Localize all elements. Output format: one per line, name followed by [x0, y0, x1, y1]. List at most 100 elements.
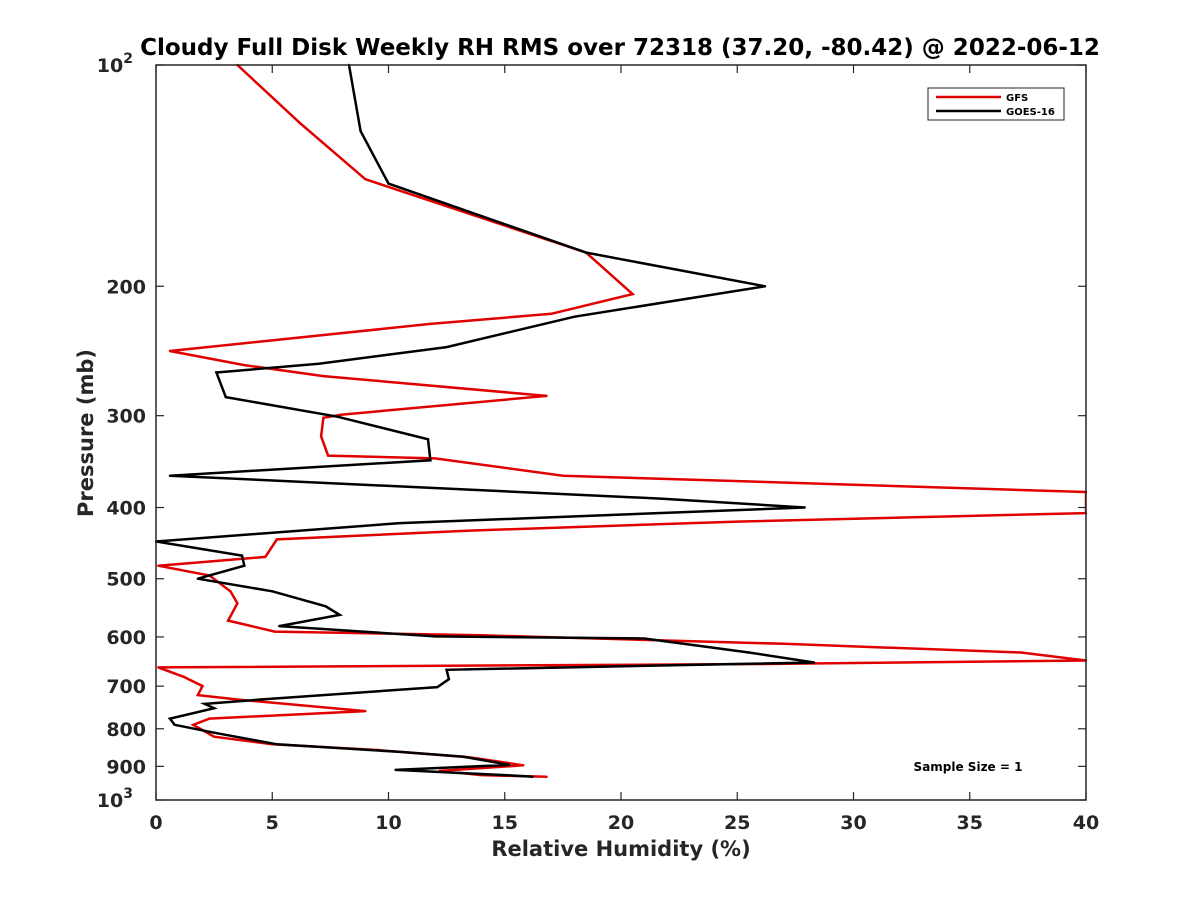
data-point-goes-16-5	[573, 315, 576, 318]
data-point-goes-16-3	[584, 251, 588, 254]
data-point-gfs-15	[433, 457, 437, 460]
data-point-gfs-12	[322, 416, 325, 419]
x-tick-label: 15	[492, 812, 518, 834]
data-point-goes-16-15	[803, 506, 806, 509]
data-point-goes-16-38	[275, 743, 279, 746]
chart-title: Cloudy Full Disk Weekly RH RMS over 7231…	[140, 35, 1100, 61]
data-point-gfs-36	[201, 684, 204, 688]
data-point-goes-16-35	[168, 717, 172, 720]
data-point-goes-16-22	[324, 605, 327, 608]
data-point-gfs-10	[545, 394, 548, 398]
data-point-goes-16-14	[659, 497, 662, 500]
data-point-gfs-13	[319, 435, 323, 438]
data-point-gfs-21	[275, 538, 279, 541]
data-point-gfs-22	[264, 555, 267, 559]
data-point-gfs-37	[196, 693, 199, 697]
y-axis-label: Pressure (mb)	[74, 349, 98, 517]
data-point-goes-16-2	[387, 182, 390, 185]
data-point-goes-16-42	[394, 768, 397, 772]
data-point-gfs-7	[168, 349, 172, 353]
data-point-gfs-9	[322, 374, 325, 378]
data-point-gfs-49	[545, 775, 548, 778]
data-point-goes-16-4	[763, 285, 767, 288]
data-point-gfs-2	[364, 178, 367, 181]
sample-size-annotation: Sample Size = 1	[914, 760, 1023, 774]
x-tick-label: 25	[724, 812, 750, 834]
y-tick-label: 600	[106, 627, 146, 649]
data-point-gfs-30	[782, 642, 785, 645]
data-point-goes-16-39	[398, 750, 402, 754]
data-point-goes-16-13	[168, 474, 172, 477]
legend-box	[927, 87, 1065, 121]
x-tick-label: 10	[375, 812, 401, 834]
x-tick-label: 40	[1073, 812, 1099, 834]
y-tick-label: 400	[106, 498, 146, 520]
data-point-goes-16-10	[336, 415, 339, 418]
data-point-gfs-8	[243, 363, 246, 367]
y-tick-label: 900	[106, 756, 146, 778]
data-point-gfs-31	[1019, 651, 1023, 654]
legend-label-gfs: GFS	[1006, 93, 1028, 104]
data-point-goes-16-12	[429, 459, 432, 462]
legend: GFS GOES-16	[927, 87, 1065, 121]
y-tick-label: 800	[106, 719, 146, 741]
data-point-gfs-42	[212, 735, 216, 738]
data-point-gfs-34	[157, 666, 160, 669]
data-point-goes-16-40	[461, 755, 465, 758]
data-point-goes-16-24	[278, 624, 281, 628]
data-point-gfs-20	[468, 529, 472, 532]
data-point-gfs-35	[182, 675, 186, 679]
legend-label-goes-16: GOES-16	[1006, 107, 1055, 118]
data-point-goes-16-27	[747, 651, 751, 654]
data-point-gfs-23	[157, 564, 160, 567]
data-point-goes-16-26	[643, 637, 646, 640]
data-point-gfs-4	[631, 292, 634, 296]
x-axis-label: Relative Humidity (%)	[491, 837, 750, 861]
data-point-gfs-25	[229, 590, 232, 593]
x-tick-label: 20	[608, 812, 634, 834]
data-point-goes-16-28	[812, 661, 816, 664]
data-point-goes-16-8	[215, 371, 218, 374]
data-point-goes-16-44	[531, 775, 534, 778]
data-point-goes-16-1	[359, 129, 362, 133]
data-point-goes-16-31	[436, 685, 439, 689]
data-point-gfs-28	[273, 630, 276, 633]
data-point-gfs-14	[326, 454, 330, 457]
data-point-goes-16-9	[224, 395, 227, 399]
y-tick-label: 200	[106, 276, 146, 298]
x-tick-label: 30	[840, 812, 866, 834]
data-point-goes-16-25	[433, 635, 437, 638]
data-point-goes-16-11	[426, 438, 430, 441]
data-point-gfs-26	[236, 602, 239, 605]
data-point-goes-16-29	[445, 668, 448, 671]
data-point-goes-16-19	[243, 564, 246, 567]
data-point-gfs-41	[192, 723, 195, 726]
data-point-goes-16-36	[173, 723, 176, 726]
data-point-gfs-5	[550, 312, 553, 315]
data-point-goes-16-23	[338, 613, 341, 617]
data-point-goes-16-41	[508, 763, 511, 767]
x-tick-label: 5	[266, 812, 279, 834]
data-point-goes-16-21	[271, 590, 274, 593]
data-point-gfs-19	[736, 520, 739, 523]
data-point-goes-16-18	[240, 554, 244, 557]
data-point-goes-16-7	[317, 362, 320, 365]
y-tick-label: 700	[106, 676, 146, 698]
x-tick-label: 0	[149, 812, 162, 834]
y-tick-label: 500	[106, 569, 146, 591]
data-point-gfs-46	[522, 764, 525, 767]
data-point-gfs-6	[429, 322, 432, 326]
data-point-gfs-1	[298, 122, 302, 125]
data-point-gfs-39	[364, 709, 367, 713]
x-tick-label: 35	[957, 812, 983, 834]
data-point-goes-16-6	[445, 345, 448, 349]
data-point-goes-16-30	[447, 678, 451, 681]
data-point-goes-16-37	[212, 731, 216, 734]
data-point-goes-16-43	[503, 773, 506, 777]
data-point-gfs-40	[208, 717, 211, 720]
data-point-goes-16-16	[398, 521, 402, 525]
data-point-goes-16-32	[259, 698, 262, 701]
